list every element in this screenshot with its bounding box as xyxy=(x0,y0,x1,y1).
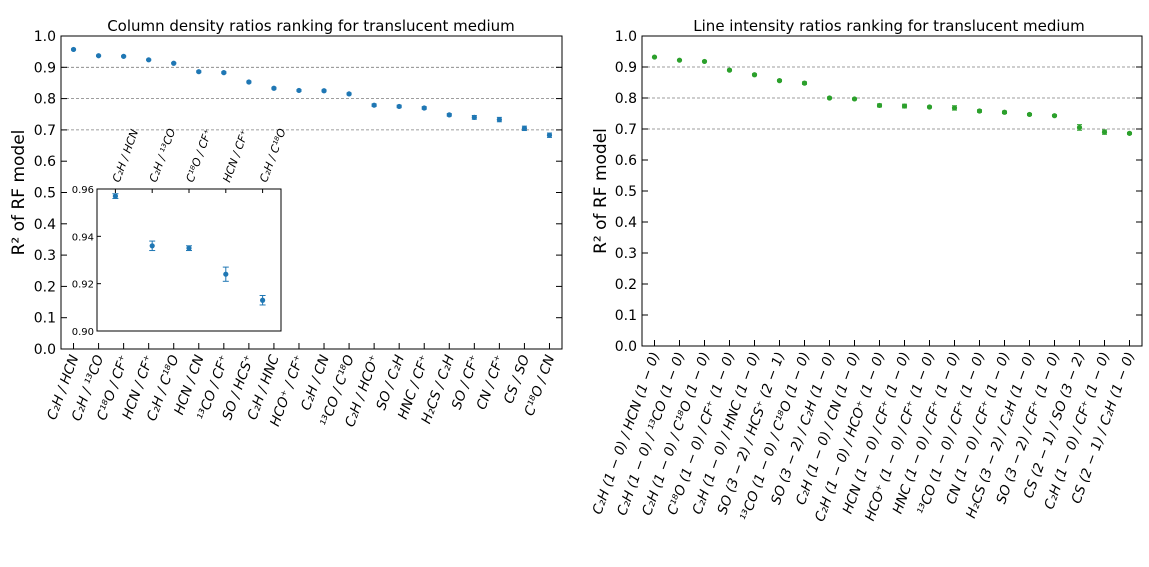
y-tick-label: 0.6 xyxy=(615,153,637,169)
inset-x-tick-label: C₂H / C¹⁸O xyxy=(257,126,289,184)
inset-y-tick-label: 0.96 xyxy=(72,185,94,196)
data-point xyxy=(471,114,477,120)
data-point xyxy=(70,46,77,53)
inset-y-tick-label: 0.94 xyxy=(72,232,94,243)
inset-data-point xyxy=(112,193,118,199)
data-point xyxy=(321,88,327,94)
inset-data-point xyxy=(186,245,192,251)
inset-data-point xyxy=(149,243,155,249)
inset-y-tick-label: 0.90 xyxy=(72,327,94,338)
data-point xyxy=(446,112,452,118)
data-point xyxy=(876,102,883,109)
inset-x-tick-label: C¹⁸O / CF⁺ xyxy=(184,127,215,184)
data-point xyxy=(196,69,202,75)
y-tick-label: 0.2 xyxy=(615,277,637,293)
data-point xyxy=(851,96,858,102)
y-tick-label: 1.0 xyxy=(615,29,637,45)
data-point xyxy=(1126,130,1133,136)
y-axis-label: R² of RF model xyxy=(591,128,611,254)
data-point xyxy=(826,95,833,101)
data-point xyxy=(976,108,983,114)
data-point xyxy=(801,80,808,86)
y-axis-label: R² of RF model xyxy=(9,130,29,256)
data-point xyxy=(146,57,152,63)
plot-frame xyxy=(641,35,1143,347)
data-point xyxy=(1026,111,1033,118)
data-point xyxy=(221,70,227,76)
y-tick-label: 0.9 xyxy=(34,60,56,76)
right-panel: 0.0 0.1 0.2 0.3 0.4 0.5 0.6 0.7 0.8 0.9 1.0 Line in… xyxy=(590,17,1143,524)
data-point xyxy=(95,53,102,59)
data-point xyxy=(676,57,683,63)
data-point xyxy=(1076,124,1083,131)
data-point xyxy=(346,91,352,97)
data-point xyxy=(421,105,427,111)
data-point xyxy=(651,54,658,60)
data-point xyxy=(901,103,908,109)
inset-data-point xyxy=(260,297,266,303)
data-point xyxy=(926,104,933,110)
data-point xyxy=(271,85,277,91)
data-point xyxy=(1051,113,1058,119)
data-point xyxy=(776,78,783,84)
y-tick-label: 0.8 xyxy=(34,92,56,108)
data-point xyxy=(751,72,758,78)
y-tick-label: 0.5 xyxy=(615,184,637,200)
data-point xyxy=(296,87,302,94)
data-point xyxy=(396,103,402,110)
data-point xyxy=(1101,129,1108,135)
data-point xyxy=(546,132,553,138)
data-point xyxy=(496,116,502,123)
data-point xyxy=(371,102,377,108)
y-tick-label: 0.1 xyxy=(34,311,56,327)
left-panel: 0.0 0.1 0.2 0.3 0.4 0.5 0.6 0.7 0.8 0.9 1.0 Column … xyxy=(9,17,563,429)
data-point xyxy=(171,60,177,66)
data-point xyxy=(951,105,958,111)
y-tick-label: 0.2 xyxy=(34,279,56,295)
inset-frame xyxy=(96,188,282,332)
data-point xyxy=(726,67,733,73)
inset-x-tick-label: C₂H / ¹³CO xyxy=(147,126,179,184)
chart-title: Line intensity ratios ranking for transl… xyxy=(693,17,1084,35)
inset-y-tick-label: 0.92 xyxy=(72,280,94,291)
inset-x-tick-label: C₂H / HCN xyxy=(110,128,141,184)
y-tick-label: 0.5 xyxy=(34,186,56,202)
data-point xyxy=(246,79,252,85)
y-tick-label: 0.3 xyxy=(615,246,637,262)
y-tick-label: 0.8 xyxy=(615,91,637,107)
y-tick-label: 1.0 xyxy=(34,29,56,45)
y-tick-label: 0.9 xyxy=(615,60,637,76)
y-tick-label: 0.3 xyxy=(34,248,56,264)
y-tick-label: 0.7 xyxy=(615,122,637,138)
y-tick-label: 0.6 xyxy=(34,154,56,170)
y-tick-label: 0.1 xyxy=(615,308,637,324)
y-tick-label: 0.0 xyxy=(34,342,56,358)
inset-data-point xyxy=(223,271,229,277)
data-point xyxy=(521,125,528,131)
y-tick-label: 0.7 xyxy=(34,123,56,139)
data-point xyxy=(1001,109,1008,115)
inset-x-tick-label: HCN / CF⁺ xyxy=(220,128,251,184)
chart-title: Column density ratios ranking for transl… xyxy=(107,17,515,35)
y-tick-label: 0.4 xyxy=(615,215,637,231)
data-point xyxy=(121,53,127,59)
y-tick-label: 0.4 xyxy=(34,217,56,233)
y-tick-label: 0.0 xyxy=(615,339,637,355)
data-point xyxy=(701,58,708,65)
